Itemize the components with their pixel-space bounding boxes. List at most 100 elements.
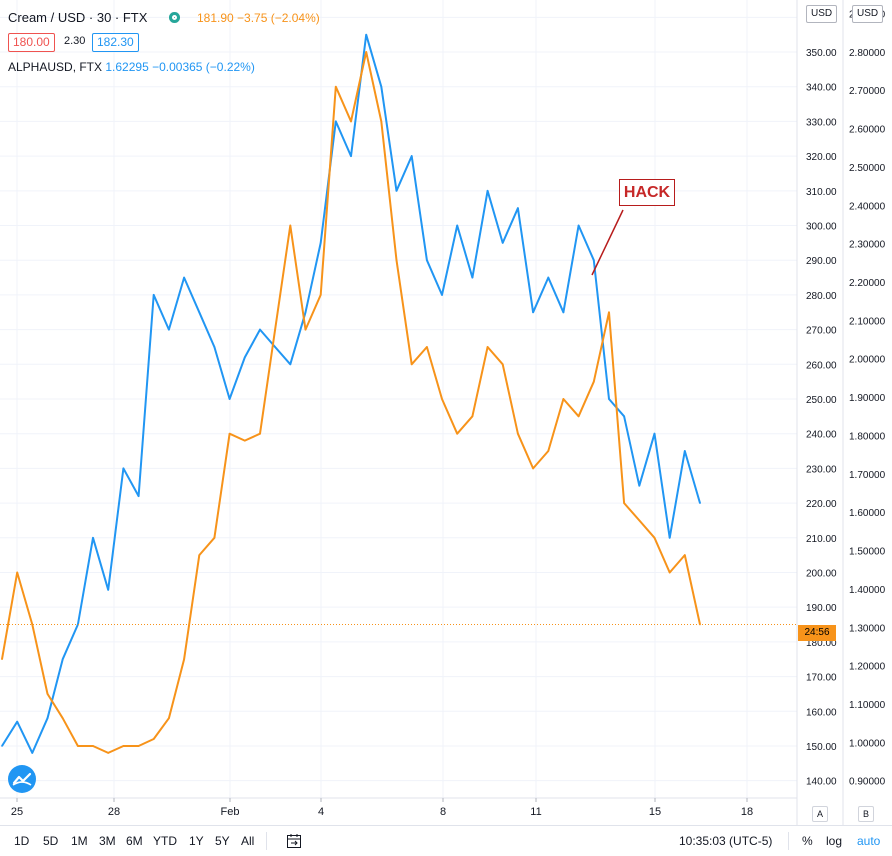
left-axis-tick-label: 230.00 [806,464,837,475]
cream-data-point [638,519,641,522]
timeframe-1m-button[interactable]: 1M [71,834,88,848]
left-axis-tick-label: 250.00 [806,395,837,406]
series-line-cream [1,51,701,754]
cream-data-point [122,745,125,747]
tradingview-logo-icon[interactable] [8,765,36,793]
cream-data-point [228,432,231,435]
cream-data-point [92,745,94,747]
left-axis-tick-label: 170.00 [806,673,837,684]
left-axis-tick-label: 320.00 [806,152,837,163]
right-axis-tick-label: 1.20000 [849,662,886,673]
right-axis-tick-label: 1.30000 [849,623,886,634]
alpha-data-point [259,328,261,331]
toolbar-divider [266,832,267,850]
timeframe-ytd-button[interactable]: YTD [153,834,177,848]
symbol-title[interactable]: Cream / USD · 30 · FTX [8,10,148,25]
timeframe-1d-button[interactable]: 1D [14,834,30,848]
alpha-data-point [46,717,49,719]
auto-scale-toggle[interactable]: auto [857,834,881,848]
compare-symbol-label: ALPHAUSD, FTX [8,60,103,74]
right-axis-tick-label: 1.60000 [849,508,886,519]
timeframe-all-button[interactable]: All [241,834,255,848]
percent-scale-toggle[interactable]: % [802,834,813,848]
alpha-data-point [274,346,276,348]
right-axis-tick-label: 1.40000 [849,585,886,596]
right-axis-tick-label: 2.20000 [849,278,886,289]
alpha-data-point [137,495,140,497]
alpha-data-point [638,484,641,487]
cream-data-point [183,658,185,661]
time-axis[interactable]: 25 28 Feb 4 8 11 15 18 [11,798,753,818]
alpha-data-point [228,398,231,400]
cream-data-point [410,363,413,366]
alpha-data-point [92,536,94,539]
left-axis-tick-label: 200.00 [806,568,837,579]
left-price-axis[interactable]: 140.00 150.00 160.00 170.00 180.00 190.00 200.… [806,13,837,787]
left-axis-tick-label: 210.00 [806,534,837,545]
right-axis-tick-label: 2.60000 [849,125,886,136]
timeframe-5y-button[interactable]: 5Y [215,834,230,848]
buy-price-button[interactable]: 182.30 [92,33,139,52]
spread-value: 2.30 [64,35,86,47]
alpha-data-point [517,207,519,209]
right-axis-tick-label: 1.10000 [849,700,886,711]
cream-data-point [213,536,216,539]
timeframe-3m-button[interactable]: 3M [99,834,116,848]
left-axis-tick-label: 240.00 [806,430,837,441]
left-axis-tick-label: 150.00 [806,742,837,753]
left-axis-unit-badge[interactable]: USD [806,5,838,23]
cream-data-point [441,398,443,400]
axis-toggle-a[interactable]: A [812,806,828,822]
last-price-change: 181.90 −3.75 (−2.04%) [197,11,320,25]
left-axis-tick-label: 350.00 [806,48,837,59]
right-axis-tick-label: 1.50000 [849,547,886,558]
right-price-axis[interactable]: 0.90000 1.00000 1.10000 1.20000 1.30000 1.400… [849,9,886,787]
alpha-data-point [183,276,185,279]
left-axis-tick-label: 300.00 [806,222,837,233]
sell-price-button[interactable]: 180.00 [8,33,55,52]
cream-data-point [137,745,140,747]
cream-data-point [653,536,656,539]
alpha-data-point [243,356,246,359]
cream-data-point [107,752,110,754]
alpha-data-point [441,294,443,296]
bottom-toolbar: 1D 5D 1M 3M 6M YTD 1Y 5Y All 10:35:03 (U… [0,825,892,856]
alpha-data-point [532,311,534,314]
cream-data-point [168,717,170,719]
cream-data-point [243,439,246,442]
cream-data-point [532,467,534,470]
alpha-data-point [486,190,489,192]
alpha-data-point [608,398,610,400]
right-axis-unit-badge[interactable]: USD [852,5,884,23]
alpha-data-point [395,190,398,192]
timeframe-6m-button[interactable]: 6M [126,834,143,848]
axis-toggle-b[interactable]: B [858,806,874,822]
time-axis-tick-label: 15 [649,806,661,818]
alpha-data-point [577,224,580,227]
right-axis-tick-label: 2.70000 [849,86,886,97]
alpha-data-point [471,276,474,279]
alpha-data-point [456,224,459,227]
alpha-data-point [592,259,595,262]
alpha-data-point [653,432,656,435]
time-axis-tick-label: 8 [440,806,446,818]
series-layer [0,33,797,754]
left-axis-tick-label: 280.00 [806,291,837,302]
log-scale-toggle[interactable]: log [826,834,843,848]
market-status-icon [169,12,180,23]
alpha-data-point [198,311,201,314]
cream-data-point [365,51,367,53]
cream-data-point [562,398,565,400]
cream-data-point [335,85,337,88]
clock-timezone[interactable]: 10:35:03 (UTC-5) [679,834,773,848]
cream-data-point [274,328,276,331]
left-axis-tick-label: 190.00 [806,603,837,614]
timeframe-5d-button[interactable]: 5D [43,834,59,848]
left-axis-tick-label: 310.00 [806,187,837,198]
timeframe-1y-button[interactable]: 1Y [189,834,204,848]
alpha-data-point [304,311,307,314]
calendar-range-icon[interactable] [285,832,303,855]
cream-data-point [608,311,610,314]
compare-symbol-row[interactable]: ALPHAUSD, FTX 1.62295 −0.00365 (−0.22%) [8,60,255,74]
